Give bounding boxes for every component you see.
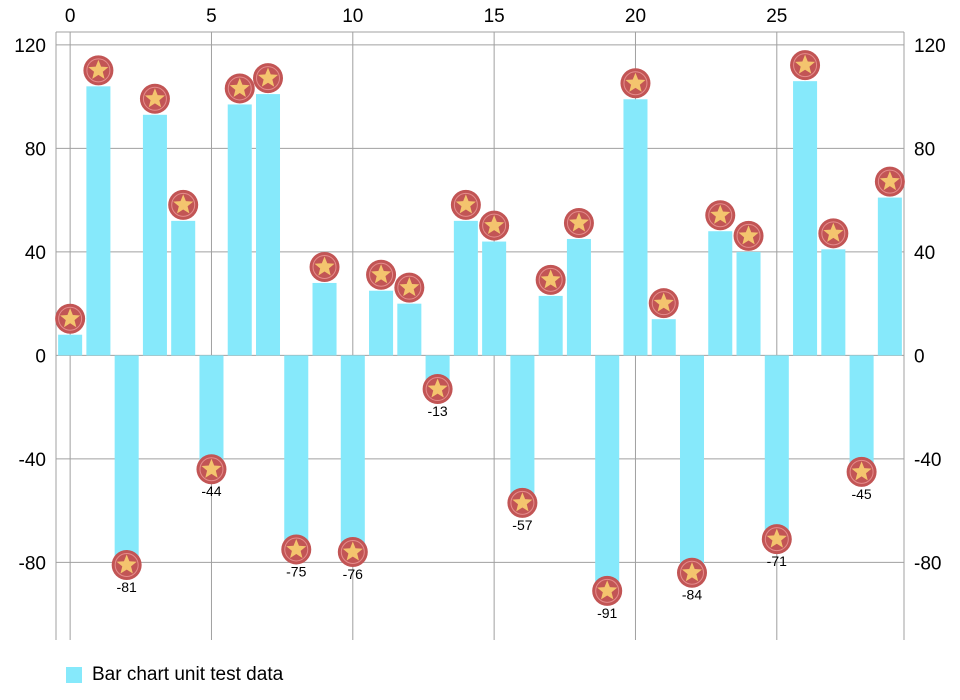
- star-icon: [366, 259, 397, 290]
- bar: [86, 86, 111, 356]
- x-tick-label: 25: [766, 6, 787, 27]
- value-label: -71: [767, 553, 787, 569]
- star-icon: [309, 251, 340, 282]
- y-tick-label-left: -80: [19, 553, 46, 574]
- bar: [482, 241, 507, 356]
- bar: [142, 114, 167, 356]
- star-icon: [224, 73, 255, 104]
- bar: [227, 104, 252, 356]
- y-tick-label-right: -40: [914, 450, 941, 471]
- y-tick-label-right: 80: [914, 139, 935, 160]
- bar: [679, 355, 705, 573]
- y-tick-label-right: 0: [914, 346, 925, 367]
- x-tick-label: 0: [65, 6, 76, 27]
- star-icon: [111, 549, 142, 580]
- value-label: -91: [597, 605, 617, 621]
- star-icon: [479, 210, 510, 241]
- x-tick-label: 10: [342, 6, 363, 27]
- bar: [736, 251, 761, 356]
- bars: [58, 81, 902, 591]
- bar: [595, 355, 620, 591]
- bar: [199, 355, 224, 470]
- bar: [566, 238, 591, 356]
- value-label: -75: [286, 563, 306, 579]
- star-icon: [83, 55, 114, 86]
- y-tick-label-left: 120: [14, 36, 46, 57]
- star-icon: [648, 288, 679, 319]
- y-tick-label-right: 40: [914, 243, 935, 264]
- star-icon: [677, 557, 707, 588]
- star-icon: [761, 524, 792, 555]
- value-label: -44: [201, 483, 221, 499]
- bar: [623, 99, 648, 356]
- legend-label: Bar chart unit test data: [92, 664, 284, 685]
- star-icon: [620, 68, 651, 99]
- star-icon: [55, 303, 86, 334]
- star-icon: [253, 63, 283, 94]
- star-icon: [818, 218, 849, 249]
- value-label: -13: [427, 403, 447, 419]
- bar: [453, 220, 478, 356]
- bar: [764, 355, 789, 540]
- bar: [369, 290, 394, 356]
- bar: [877, 197, 902, 356]
- star-icon: [394, 272, 425, 303]
- value-label: -84: [682, 587, 702, 603]
- bar: [849, 355, 874, 472]
- star-icon: [337, 537, 368, 568]
- bar: [793, 81, 818, 356]
- x-tick-label: 20: [625, 6, 646, 27]
- y-tick-label-left: -40: [19, 450, 46, 471]
- star-icon: [139, 83, 170, 114]
- star-icon: [535, 264, 566, 295]
- y-tick-label-right: 120: [914, 36, 946, 57]
- value-label: -81: [117, 579, 137, 595]
- value-label: -45: [851, 486, 871, 502]
- bar: [651, 319, 676, 356]
- star-icon: [168, 189, 199, 220]
- y-tick-label-left: 40: [25, 243, 46, 264]
- bar: [538, 295, 563, 356]
- star-icon: [705, 200, 736, 231]
- bar: [312, 282, 337, 356]
- star-icon: [450, 189, 481, 220]
- bar: [284, 355, 309, 550]
- bar: [510, 355, 535, 503]
- star-icon: [592, 575, 623, 606]
- bar: [821, 249, 846, 356]
- y-tick-label-left: 80: [25, 139, 46, 160]
- bar: [708, 231, 733, 356]
- star-icon: [422, 374, 453, 405]
- star-icon: [874, 166, 905, 197]
- x-tick-label: 15: [484, 6, 505, 27]
- value-label: -57: [512, 517, 532, 533]
- legend-swatch: [66, 667, 82, 683]
- star-icon: [281, 534, 312, 565]
- star-icon: [733, 220, 764, 251]
- bar: [340, 355, 365, 553]
- star-markers: [55, 50, 905, 606]
- bar: [255, 94, 281, 356]
- x-tick-label: 5: [206, 6, 217, 27]
- axes: -80 -80 -40 -40 0 0 40 40 80 80 120 120 0 5 10 15 20 25: [14, 6, 946, 640]
- value-label: -76: [343, 566, 363, 582]
- star-icon: [790, 50, 821, 81]
- star-icon: [196, 454, 227, 485]
- chart-plot-area: -80 -80 -40 -40 0 0 40 40 80 80 120 120 0 5 10 15 20 25 8…: [14, 6, 946, 640]
- y-tick-label-left: 0: [35, 346, 46, 367]
- bar: [171, 220, 196, 356]
- star-icon: [563, 207, 594, 238]
- y-tick-label-right: -80: [914, 553, 941, 574]
- bar: [397, 303, 422, 356]
- star-icon: [507, 487, 538, 518]
- legend: Bar chart unit test data: [66, 664, 283, 686]
- bar: [114, 355, 139, 565]
- star-icon: [846, 456, 877, 487]
- bar: [58, 334, 83, 356]
